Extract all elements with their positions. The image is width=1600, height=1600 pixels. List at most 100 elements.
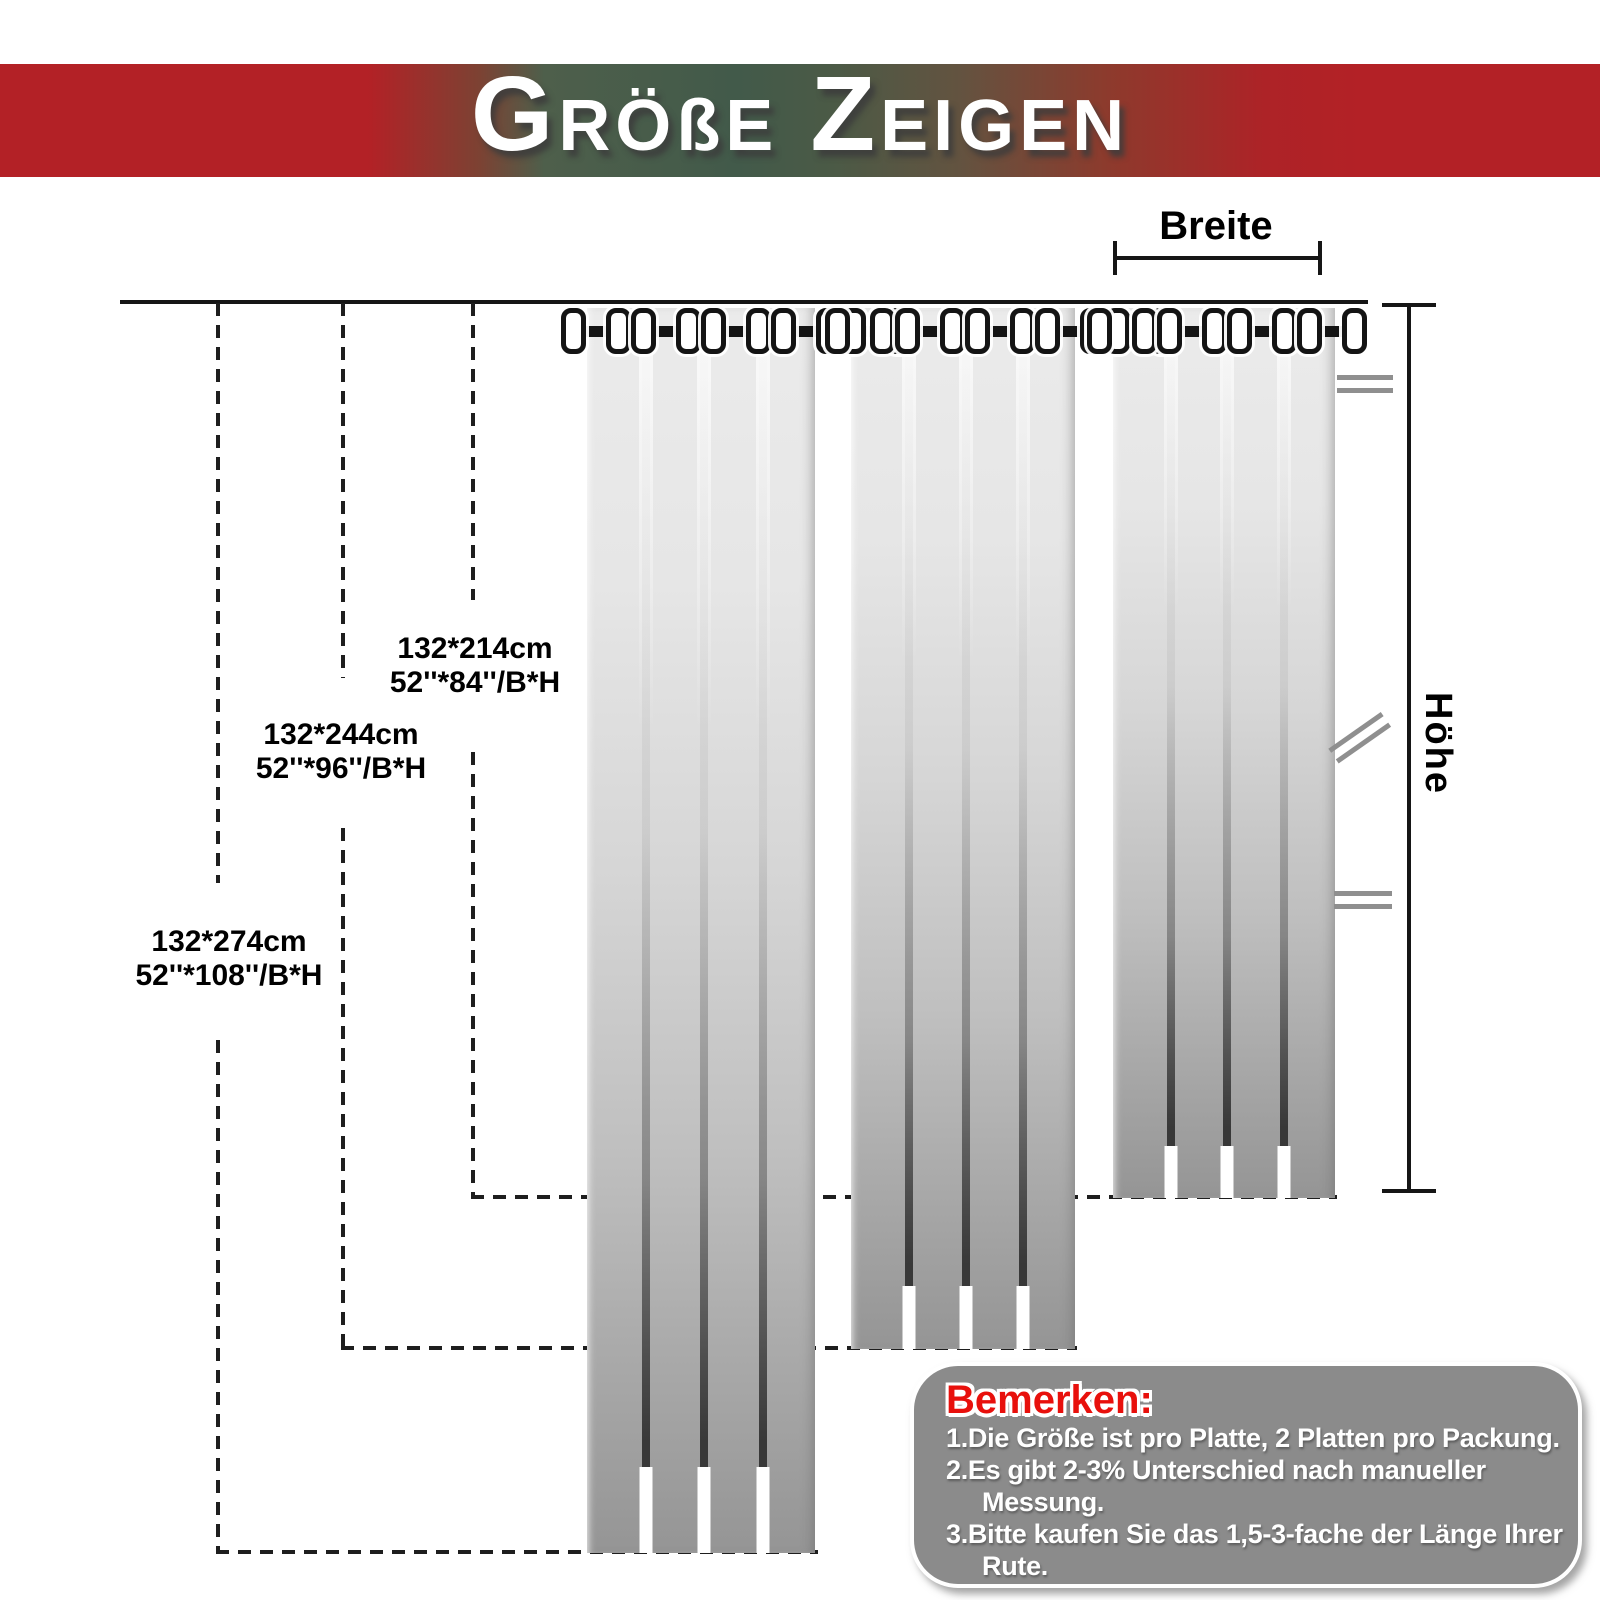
curtain-rod-segment	[723, 325, 749, 337]
curtain-rod-segment	[1179, 325, 1205, 337]
width-bracket-line	[1113, 256, 1322, 260]
guide-274-horizontal	[216, 1550, 818, 1554]
curtain-ring-icon	[1010, 308, 1035, 354]
size-274-inch: 52''*108''/B*H	[135, 959, 323, 992]
curtain-fold-shadow	[1166, 308, 1175, 1146]
curtain-ring-icon	[1342, 308, 1367, 354]
size-274-cm: 132*274cm	[151, 925, 307, 958]
curtain-bottom-slit	[902, 1286, 916, 1349]
curtain-rod-segment	[653, 325, 679, 337]
guide-214-vertical-upper	[471, 303, 475, 600]
page-title-word-2: ZEIGEN	[810, 55, 1130, 173]
width-measure-label: Breite	[1159, 204, 1273, 248]
curtain-rod-segment	[917, 325, 943, 337]
size-label-244: 132*244cm 52''*96''/B*H	[201, 718, 481, 786]
curtain-fold-shadow	[1019, 308, 1028, 1286]
curtain-bottom-slit	[1164, 1146, 1178, 1198]
curtain-panel-group-274	[561, 308, 911, 1553]
curtain-bottom-slit	[697, 1467, 711, 1553]
curtain-bottom-slit	[1220, 1146, 1234, 1198]
curtain-ring-icon	[771, 308, 796, 354]
curtain-bottom-slit	[639, 1467, 653, 1553]
note-item-2: 2.Es gibt 2-3% Unterschied nach manuelle…	[946, 1455, 1486, 1517]
tieback-mark-icon	[1337, 375, 1393, 401]
width-bracket-tick-left	[1113, 241, 1117, 275]
tieback-mark-icon	[1328, 711, 1395, 770]
grommet-ring-pair	[895, 308, 965, 354]
grommet-ring-pair	[1227, 308, 1297, 354]
curtain-ring-icon	[1227, 308, 1252, 354]
curtain-rod-segment	[987, 325, 1013, 337]
curtain-rod-segment	[583, 325, 609, 337]
height-measure-label: Höhe	[1417, 692, 1459, 795]
curtain-rod-line	[120, 300, 1368, 304]
grommet-ring-pair	[1297, 308, 1367, 354]
grommet-ring-pair	[965, 308, 1035, 354]
curtain-ring-icon	[631, 308, 656, 354]
notes-title: Bemerken:	[946, 1378, 1153, 1422]
guide-274-vertical-lower	[216, 1040, 220, 1553]
grommet-ring-pair	[631, 308, 701, 354]
tieback-mark-icon	[1334, 891, 1392, 917]
curtain-ring-icon	[746, 308, 771, 354]
curtain-ring-icon	[1202, 308, 1227, 354]
grommet-ring-row	[561, 308, 911, 354]
guide-214-vertical-lower	[471, 752, 475, 1198]
curtain-ring-icon	[1035, 308, 1060, 354]
size-244-inch: 52''*96''/B*H	[255, 752, 427, 785]
curtain-ring-icon	[825, 308, 850, 354]
curtain-ring-icon	[606, 308, 631, 354]
curtain-fold-shadow	[1279, 308, 1288, 1146]
curtain-ring-icon	[1087, 308, 1112, 354]
curtain-ring-icon	[965, 308, 990, 354]
curtain-fold-shadow	[758, 308, 767, 1467]
grommet-ring-pair	[1157, 308, 1227, 354]
page-title-word-1: GRÖßE	[470, 55, 779, 173]
guide-244-vertical-lower	[341, 828, 345, 1349]
grommet-ring-pair	[701, 308, 771, 354]
curtain-ring-icon	[1272, 308, 1297, 354]
curtain-fold-shadow	[962, 308, 971, 1286]
curtain-ring-icon	[701, 308, 726, 354]
size-244-cm: 132*244cm	[263, 718, 419, 751]
curtain-ring-icon	[561, 308, 586, 354]
curtain-bottom-slit	[1277, 1146, 1291, 1198]
notes-box: Bemerken: 1.Die Größe ist pro Platte, 2 …	[910, 1362, 1582, 1588]
grommet-ring-pair	[561, 308, 631, 354]
grommet-ring-pair	[1087, 308, 1157, 354]
curtain-bottom-slit	[959, 1286, 973, 1349]
note-item-3: 3.Bitte kaufen Sie das 1,5-3-fache der L…	[946, 1519, 1563, 1581]
curtain-ring-icon	[1132, 308, 1157, 354]
curtain-rod-segment	[793, 325, 819, 337]
curtain-panel-group-214	[1087, 308, 1367, 1198]
curtain-bottom-slit	[1016, 1286, 1030, 1349]
curtain-rod-segment	[1249, 325, 1275, 337]
curtain-bottom-slit	[756, 1467, 770, 1553]
curtain-ring-icon	[1297, 308, 1322, 354]
curtain-ring-icon	[940, 308, 965, 354]
curtain-ring-icon	[676, 308, 701, 354]
curtain-rod-segment	[1057, 325, 1083, 337]
size-label-274: 132*274cm 52''*108''/B*H	[89, 925, 369, 993]
title-banner: GRÖßE ZEIGEN	[0, 58, 1600, 177]
height-measure-cap-top	[1382, 303, 1436, 307]
curtain-fold-shadow	[700, 308, 709, 1467]
curtain-ring-icon	[895, 308, 920, 354]
curtain-fold-shadow	[642, 308, 651, 1467]
grommet-ring-row	[1087, 308, 1367, 354]
guide-274-vertical-upper	[216, 303, 220, 883]
height-measure-line	[1407, 303, 1411, 1193]
size-214-cm: 132*214cm	[397, 632, 553, 665]
size-label-214: 132*214cm 52''*84''/B*H	[335, 632, 615, 700]
grommet-ring-pair	[825, 308, 895, 354]
height-measure-cap-bottom	[1382, 1189, 1436, 1193]
curtain-ring-icon	[1157, 308, 1182, 354]
curtain-panel-group-244	[825, 308, 1175, 1349]
curtain-fold-shadow	[905, 308, 914, 1286]
note-item-1: 1.Die Größe ist pro Platte, 2 Platten pr…	[946, 1423, 1560, 1453]
width-bracket-tick-right	[1318, 241, 1322, 275]
curtain-rod-segment	[1319, 325, 1345, 337]
curtain-fold-shadow	[1223, 308, 1232, 1146]
curtain-ring-icon	[870, 308, 895, 354]
